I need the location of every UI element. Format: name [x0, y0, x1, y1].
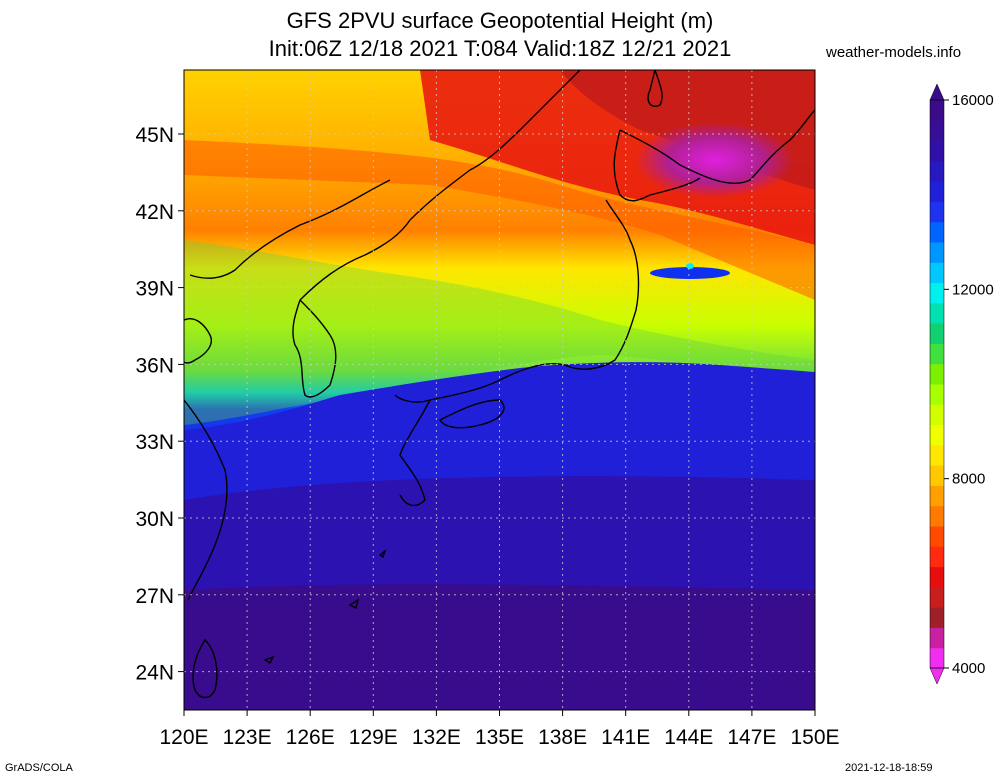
colorbar-label: 16000 [952, 92, 994, 109]
footer-software: GrADS/COLA [5, 762, 73, 774]
lat-label: 24N [135, 662, 174, 685]
colorbar-segment [930, 160, 944, 182]
lon-label: 126E [286, 726, 335, 749]
lat-label: 45N [135, 124, 174, 147]
colorbar-segment [930, 302, 944, 324]
credit-label: weather-models.info [826, 44, 962, 61]
colorbar-segment [930, 323, 944, 344]
colorbar-label: 12000 [952, 281, 994, 298]
colorbar-segment [930, 201, 944, 223]
lat-label: 27N [135, 585, 174, 608]
colorbar-segment [930, 505, 944, 527]
lon-label: 132E [412, 726, 461, 749]
lat-label: 42N [135, 201, 174, 224]
lat-label: 36N [135, 354, 174, 377]
lat-label: 39N [135, 278, 174, 301]
colorbar-segment [930, 100, 944, 121]
lon-label: 147E [727, 726, 776, 749]
colorbar [929, 83, 945, 685]
map-title: GFS 2PVU surface Geopotential Height (m) [286, 8, 714, 33]
colorbar-min-arrow [929, 667, 945, 685]
coastlines [184, 70, 815, 699]
colorbar-segment [930, 627, 944, 649]
colorbar-segment [930, 586, 944, 608]
longitude-labels: 120E 123E 126E 129E 132E 135E 138E 141E 144E 147E… [159, 710, 840, 749]
lon-label: 135E [475, 726, 524, 749]
colorbar-segment [930, 424, 944, 446]
colorbar-segment [930, 363, 944, 385]
colorbar-segment [930, 465, 944, 486]
colorbar-segment [930, 140, 944, 162]
colorbar-segment [930, 607, 944, 628]
colorbar-segment [930, 647, 944, 669]
colorbar-segment [930, 404, 944, 426]
lon-label: 150E [790, 726, 839, 749]
lon-label: 123E [223, 726, 272, 749]
lon-label: 141E [601, 726, 650, 749]
colorbar-segment [930, 384, 944, 405]
lat-label: 30N [135, 508, 174, 531]
colorbar-segment [930, 181, 944, 202]
map-subtitle: Init:06Z 12/18 2021 T:084 Valid:18Z 12/2… [268, 36, 732, 61]
colorbar-segment [930, 262, 944, 284]
colorbar-segment [930, 343, 944, 365]
colorbar-segment [930, 526, 944, 547]
lon-label: 144E [664, 726, 713, 749]
graticule [184, 70, 815, 710]
colorbar-segment [930, 485, 944, 507]
lon-label: 120E [159, 726, 208, 749]
colorbar-segment [930, 546, 944, 568]
lon-label: 129E [349, 726, 398, 749]
colorbar-label: 8000 [952, 471, 985, 488]
colorbar-max-arrow [929, 83, 945, 101]
colorbar-segment [930, 566, 944, 588]
colorbar-segment [930, 282, 944, 304]
latitude-labels: 45N 42N 39N 36N 33N 30N 27N 24N [135, 124, 184, 685]
footer-timestamp: 2021-12-18-18:59 [845, 762, 933, 774]
colorbar-label: 4000 [952, 660, 985, 677]
colorbar-labels: 16000 12000 8000 4000 [944, 92, 994, 677]
colorbar-segment [930, 120, 944, 142]
colorbar-segment [930, 242, 944, 263]
colorbar-segment [930, 444, 944, 466]
lat-label: 33N [135, 431, 174, 454]
lon-label: 138E [538, 726, 587, 749]
colorbar-segment [930, 221, 944, 243]
